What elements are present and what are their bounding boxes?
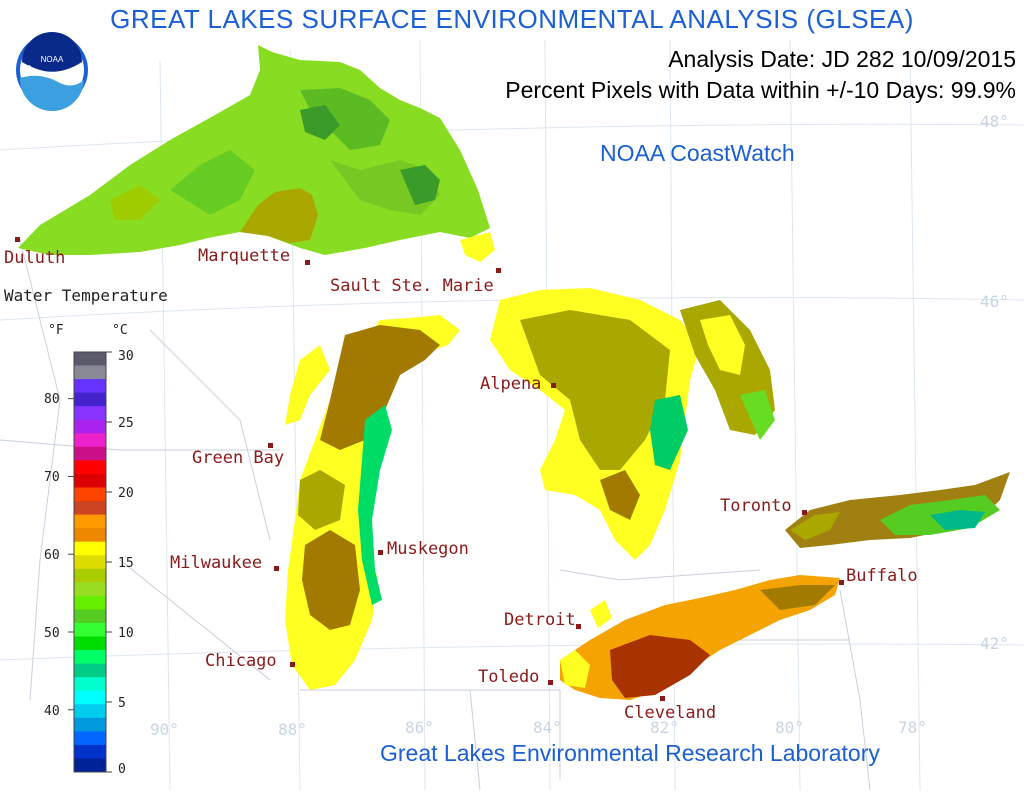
legend-f-tick: 50: [44, 626, 60, 641]
color-scale-swatch: [74, 541, 106, 556]
color-scale-swatch: [74, 419, 106, 434]
temperature-color-scale: [68, 351, 112, 773]
analysis-date: Analysis Date: JD 282 10/09/2015: [668, 46, 1016, 72]
color-scale-swatch: [74, 717, 106, 732]
color-scale-swatch: [74, 501, 106, 516]
city-label-sault-ste-marie: Sault Ste. Marie: [330, 276, 494, 296]
legend-f-tick: 70: [44, 470, 60, 485]
lon-label: 88°: [278, 720, 307, 739]
legend-c-tick: 15: [118, 556, 134, 571]
color-scale-swatch: [74, 690, 106, 705]
lake-michigan: [285, 315, 460, 690]
color-scale-swatch: [74, 406, 106, 421]
color-scale-swatch: [74, 460, 106, 475]
color-scale-swatch: [74, 392, 106, 407]
legend-unit-c: °C: [112, 323, 128, 338]
city-marker-toronto: [802, 510, 807, 515]
coverage-percent: Percent Pixels with Data within +/-10 Da…: [505, 77, 1016, 103]
color-scale-swatch: [74, 704, 106, 719]
legend-unit-f: °F: [48, 323, 64, 338]
city-marker-marquette: [305, 260, 310, 265]
color-scale-swatch: [74, 433, 106, 448]
lat-label: 48°: [980, 112, 1009, 131]
city-label-muskegon: Muskegon: [387, 539, 469, 559]
color-scale-swatch: [74, 744, 106, 759]
color-scale-swatch: [74, 352, 106, 367]
color-scale-swatch: [74, 473, 106, 488]
legend-c-tick: 0: [118, 762, 126, 777]
noaa-logo-text: NOAA: [41, 55, 64, 64]
color-scale-swatch: [74, 487, 106, 502]
city-label-toronto: Toronto: [720, 496, 792, 516]
color-scale-swatch: [74, 514, 106, 529]
color-scale-swatch: [74, 650, 106, 665]
color-scale-swatch: [74, 555, 106, 570]
city-marker-muskegon: [378, 550, 383, 555]
color-scale-swatch: [74, 609, 106, 624]
page-title: GREAT LAKES SURFACE ENVIRONMENTAL ANALYS…: [110, 4, 914, 34]
lon-label: 82°: [650, 718, 679, 737]
lon-label: 90°: [150, 720, 179, 739]
lake-superior: [18, 45, 495, 262]
color-scale-swatch: [74, 677, 106, 692]
city-label-buffalo: Buffalo: [846, 566, 918, 586]
color-scale-swatch: [74, 446, 106, 461]
legend-f-tick: 80: [44, 392, 60, 407]
lat-label: 46°: [980, 292, 1009, 311]
city-marker-detroit: [576, 624, 581, 629]
legend-f-tick: 40: [44, 704, 60, 719]
lake-ontario: [785, 472, 1010, 548]
lon-label: 78°: [898, 718, 927, 737]
lon-label: 84°: [533, 718, 562, 737]
legend-c-tick: 10: [118, 626, 134, 641]
city-marker-milwaukee: [274, 566, 279, 571]
color-scale-swatch: [74, 365, 106, 380]
legend-f-tick: 60: [44, 548, 60, 563]
city-marker-toledo: [548, 680, 553, 685]
city-label-cleveland: Cleveland: [624, 703, 717, 723]
color-scale-swatch: [74, 568, 106, 583]
lake-erie: [560, 575, 840, 700]
city-label-duluth: Duluth: [4, 248, 66, 268]
color-scale-swatch: [74, 636, 106, 651]
city-marker-sault: [496, 268, 501, 273]
legend-c-tick: 30: [118, 349, 134, 364]
lab-credit: Great Lakes Environmental Research Labor…: [380, 740, 880, 766]
color-scale-swatch: [74, 528, 106, 543]
lake-huron: [490, 288, 775, 560]
city-marker-chicago: [290, 662, 295, 667]
city-marker-alpena: [551, 383, 556, 388]
color-scale-swatch: [74, 379, 106, 394]
city-label-marquette: Marquette: [198, 246, 291, 266]
color-scale-swatch: [74, 622, 106, 638]
lat-label: 42°: [980, 634, 1009, 653]
city-marker-cleveland: [660, 696, 665, 701]
legend-c-tick: 5: [118, 696, 126, 711]
city-label-alpena: Alpena: [480, 374, 542, 394]
city-label-detroit: Detroit: [504, 610, 576, 630]
color-scale-swatch: [74, 595, 106, 610]
coastwatch-label: NOAA CoastWatch: [600, 140, 795, 166]
city-label-toledo: Toledo: [478, 667, 540, 687]
legend-c-tick: 25: [118, 416, 134, 431]
city-label-green-bay: Green Bay: [192, 448, 285, 468]
legend-title: Water Temperature: [4, 286, 168, 305]
lon-label: 80°: [775, 718, 804, 737]
city-marker-buffalo: [839, 580, 844, 585]
color-scale-swatch: [74, 663, 106, 678]
city-marker-greenbay: [268, 443, 273, 448]
color-scale-swatch: [74, 582, 106, 597]
color-scale-swatch: [74, 731, 106, 746]
city-label-milwaukee: Milwaukee: [170, 553, 263, 573]
lon-label: 86°: [405, 718, 434, 737]
city-markers: [15, 237, 844, 701]
color-scale-swatch: [74, 758, 106, 773]
city-marker-duluth: [15, 237, 20, 242]
noaa-logo: NOAA: [16, 32, 88, 112]
legend-c-tick: 20: [118, 486, 134, 501]
city-label-chicago: Chicago: [205, 651, 277, 671]
